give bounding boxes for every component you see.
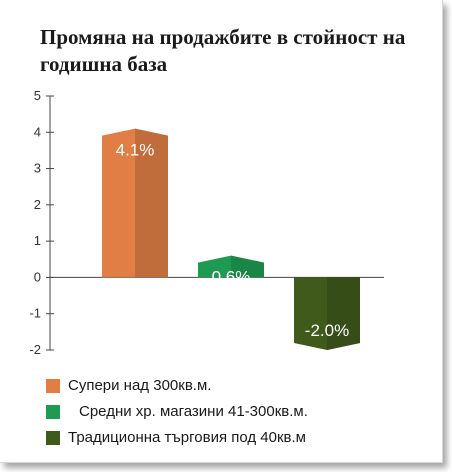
y-tick-label: 3 <box>34 161 41 176</box>
data-label-0: 4.1% <box>116 141 155 160</box>
legend-swatch-supers <box>46 379 60 393</box>
legend-swatch-medium-stores <box>46 405 60 419</box>
data-label-2: -2.0% <box>305 321 349 340</box>
y-tick-label: -2 <box>29 342 41 357</box>
y-tick-label: 2 <box>34 197 41 212</box>
y-tick-label: 1 <box>34 233 41 248</box>
y-tick-label: -1 <box>29 306 41 321</box>
legend-label-medium-stores: Средни хр. магазини 41-300кв.м. <box>79 403 308 420</box>
y-tick-label: 5 <box>34 88 41 103</box>
data-label-1: 0.6% <box>212 268 251 287</box>
y-tick-label: 0 <box>34 269 41 284</box>
chart-bars <box>102 129 360 350</box>
chart-card: Промяна на продажбите в стойност на годи… <box>0 0 443 463</box>
legend-label-supers: Супери над 300кв.м. <box>68 377 211 394</box>
y-tick-label: 4 <box>34 124 41 139</box>
legend-label-traditional-trade: Традиционна търговия под 40кв.м <box>68 429 306 446</box>
legend-swatch-traditional-trade <box>46 431 60 445</box>
